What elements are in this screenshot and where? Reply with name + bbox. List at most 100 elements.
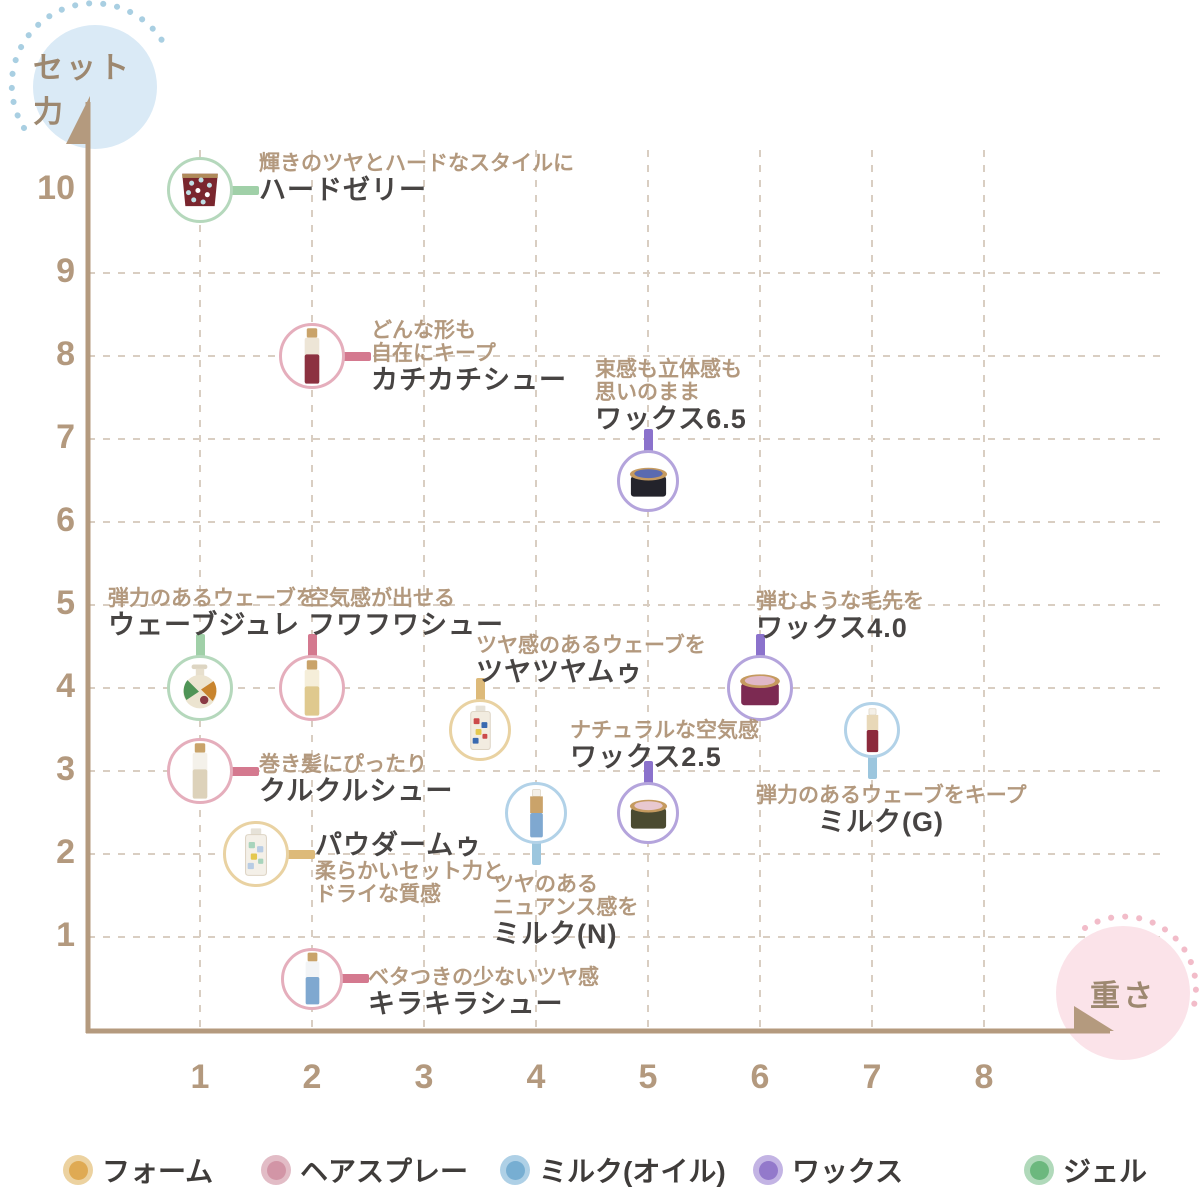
product-jar-icon xyxy=(629,467,667,497)
product-name: ワックス2.5 xyxy=(570,742,722,772)
product-description: 巻き髪にぴったり xyxy=(259,753,427,776)
product-label: ツヤ感のあるウェーブを ツヤツヤムゥ xyxy=(476,634,706,687)
y-tick-label: 2 xyxy=(56,833,75,871)
x-tick-label: 4 xyxy=(526,1058,546,1096)
product-name: キラキラシュー xyxy=(368,989,564,1019)
product-description: ドライな質感 xyxy=(315,883,441,906)
product-description: 弾力のあるウェーブを xyxy=(108,587,317,610)
product-spray-icon xyxy=(192,742,208,799)
product-name: ウェーブジュレ xyxy=(108,610,300,640)
product-pump-icon xyxy=(183,663,217,708)
legend-item-foam: フォーム xyxy=(63,1150,213,1190)
product-marker[interactable] xyxy=(167,738,233,804)
y-tick-label: 8 xyxy=(56,335,75,373)
connector-stub xyxy=(341,351,371,361)
product-label: 空気感が出せる フワフワシュー xyxy=(308,587,504,640)
connector-stub xyxy=(307,634,317,657)
x-tick-label: 7 xyxy=(862,1058,882,1096)
connector-stub xyxy=(755,634,765,657)
product-marker[interactable] xyxy=(279,655,345,721)
product-slim-icon xyxy=(529,788,543,837)
product-bottle-icon xyxy=(469,705,491,750)
product-jar-icon xyxy=(740,673,780,705)
x-tick-label: 5 xyxy=(638,1058,658,1096)
product-label: 輝きのツヤとハードなスタイルに ハードゼリー xyxy=(259,152,574,205)
product-description: 弾力のあるウェーブをキープ xyxy=(756,784,1027,807)
y-tick-label: 7 xyxy=(56,418,75,456)
product-description: ナチュラルな空気感 xyxy=(570,719,759,742)
connector-stub xyxy=(195,634,205,657)
product-description: 束感も立体感も xyxy=(595,358,742,381)
legend-item-gel: ジェル xyxy=(1024,1150,1147,1190)
product-description: ツヤのある xyxy=(493,873,598,896)
product-description: ベタつきの少ないツヤ感 xyxy=(368,966,599,989)
y-tick-label: 1 xyxy=(56,916,75,954)
connector-stub xyxy=(867,755,877,779)
product-spray-icon xyxy=(304,659,320,716)
product-label: 巻き髪にぴったり クルクルシュー xyxy=(259,753,453,806)
product-marker[interactable] xyxy=(505,781,567,844)
product-label: 弾力のあるウェーブを ウェーブジュレ xyxy=(108,587,317,640)
product-description: 弾むような毛先を xyxy=(756,590,924,613)
product-marker[interactable] xyxy=(167,157,233,223)
legend-label: ミルク(オイル) xyxy=(539,1156,726,1187)
product-description: 自在にキープ xyxy=(371,342,496,365)
product-name: パウダームゥ xyxy=(315,830,483,860)
product-marker[interactable] xyxy=(727,655,793,721)
product-description: どんな形も xyxy=(371,319,476,342)
product-label: パウダームゥ 柔らかいセット力と ドライな質感 xyxy=(315,830,504,906)
legend: フォーム ヘアスプレー ミルク(オイル) ワックス ジェル xyxy=(0,1142,1200,1192)
connector-stub xyxy=(643,428,653,452)
product-marker[interactable] xyxy=(279,323,345,389)
x-tick-label: 2 xyxy=(302,1058,322,1096)
product-name: ワックス6.5 xyxy=(595,404,747,434)
legend-dot-gel-icon xyxy=(1024,1155,1054,1185)
product-marker[interactable] xyxy=(167,655,233,721)
x-axis-label: 重さ xyxy=(1090,980,1156,1013)
product-name: ツヤツヤムゥ xyxy=(476,657,644,687)
product-description: ツヤ感のあるウェーブを xyxy=(476,634,706,657)
product-spray-icon xyxy=(305,952,319,1004)
product-marker[interactable] xyxy=(281,947,343,1010)
product-name: ハードゼリー xyxy=(259,175,427,205)
product-name: ミルク(G) xyxy=(818,807,944,837)
product-marker[interactable] xyxy=(844,701,900,758)
legend-label: ワックス xyxy=(792,1156,904,1187)
legend-dot-spray-icon xyxy=(261,1155,291,1185)
x-tick-label: 3 xyxy=(414,1058,434,1096)
product-name: ワックス4.0 xyxy=(756,613,908,643)
product-slim-icon xyxy=(866,707,878,752)
connector-stub xyxy=(229,766,259,776)
connector-stub xyxy=(643,760,653,784)
product-label: ツヤのある ニュアンス感を ミルク(N) xyxy=(493,873,638,949)
product-marker[interactable] xyxy=(617,781,679,844)
y-tick-label: 6 xyxy=(56,501,75,539)
product-description: 柔らかいセット力と xyxy=(315,860,504,883)
product-spray-icon xyxy=(304,327,320,384)
y-tick-label: 9 xyxy=(56,252,75,290)
y-tick-label: 3 xyxy=(56,750,75,788)
y-tick-label: 10 xyxy=(37,169,75,207)
legend-label: ジェル xyxy=(1063,1156,1148,1187)
product-label: 束感も立体感も 思いのまま ワックス6.5 xyxy=(595,358,747,434)
x-tick-label: 1 xyxy=(190,1058,210,1096)
product-label: 弾力のあるウェーブをキープ ミルク(G) xyxy=(756,784,1026,837)
x-tick-label: 8 xyxy=(974,1058,994,1096)
product-description: ニュアンス感を xyxy=(493,896,639,919)
product-marker[interactable] xyxy=(223,821,289,887)
x-axis-bubble: 重さ xyxy=(1056,926,1190,1060)
product-name: フワフワシュー xyxy=(308,610,504,640)
product-label: ベタつきの少ないツヤ感 キラキラシュー xyxy=(368,966,599,1019)
product-marker[interactable] xyxy=(449,698,511,761)
legend-item-milk: ミルク(オイル) xyxy=(500,1150,726,1190)
connector-stub xyxy=(531,841,541,865)
x-tick-label: 6 xyxy=(750,1058,770,1096)
legend-dot-milk-icon xyxy=(500,1155,530,1185)
legend-label: ヘアスプレー xyxy=(300,1156,469,1187)
legend-dot-foam-icon xyxy=(63,1155,93,1185)
product-name: カチカチシュー xyxy=(371,365,567,395)
product-jar-icon xyxy=(629,799,667,829)
product-marker[interactable] xyxy=(617,449,679,512)
connector-stub xyxy=(475,677,485,701)
